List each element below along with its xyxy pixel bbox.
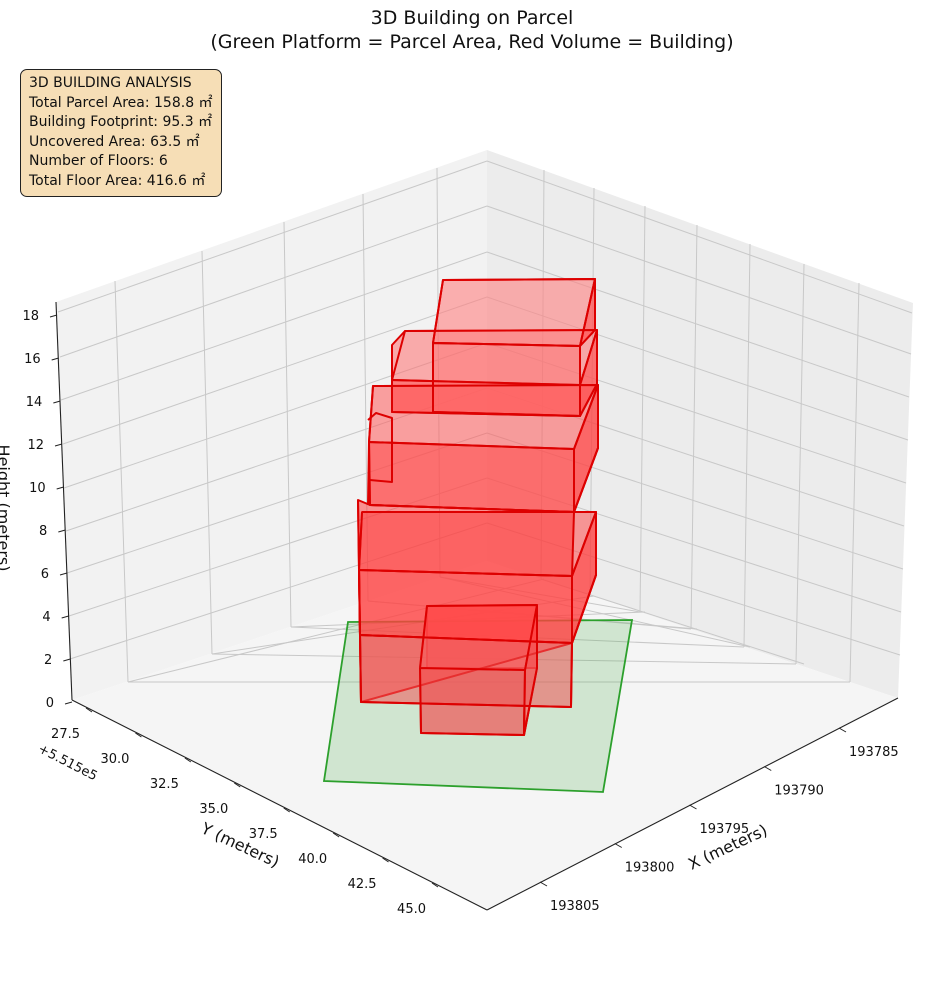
y-axis-line [71,699,488,911]
building-volume [357,278,599,736]
z-tick-label: 8 [39,524,47,539]
z-tick-mark [49,314,58,318]
x-tick-label: 193800 [625,861,675,876]
z-axis-ticks: 0 2 4 6 8 10 12 14 16 18 [22,309,73,711]
y-tick-mark [332,832,340,838]
y-tick-mark [184,757,192,763]
y-tick-mark [431,882,439,888]
x-tick-label: 193805 [550,899,600,914]
z-tick-label: 10 [29,481,46,496]
x-axis-ticks: 193785 193790 193795 193800 193805 [539,727,899,914]
y-tick-label: 45.0 [397,902,426,917]
z-tick-mark [56,486,64,490]
title-line-1: 3D Building on Parcel [370,7,574,29]
x-tick-mark [614,843,622,848]
y-tick-label: 32.5 [150,777,179,792]
z-tick-mark [53,400,61,404]
x-tick-label: 193785 [849,745,899,760]
z-axis-label: Height (meters) [0,445,13,572]
z-tick-label: 12 [27,438,44,453]
x-tick-mark [539,881,548,887]
x-tick-label: 193790 [774,784,824,799]
chart-title: 3D Building on Parcel (Green Platform = … [0,6,944,54]
analysis-info-box: 3D BUILDING ANALYSIS Total Parcel Area: … [20,69,222,197]
z-tick-mark [61,615,69,619]
x-tick-mark [689,804,697,810]
info-uncovered-area: Uncovered Area: 63.5 ㎡ [29,133,200,150]
x-tick-label: 193795 [700,822,750,837]
y-tick-label: 27.5 [51,727,80,742]
y-tick-label: 40.0 [298,852,327,867]
z-tick-mark [54,443,63,447]
info-number-of-floors: Number of Floors: 6 [29,153,168,170]
y-tick-label: 42.5 [348,877,377,892]
z-tick-label: 4 [42,610,50,625]
y-tick-label: 37.5 [249,827,278,842]
floor-pane [72,561,898,910]
z-tick-label: 14 [26,395,43,410]
building-block-4 [391,329,598,417]
y-tick-mark [234,782,241,788]
y-tick-label: 35.0 [199,802,228,817]
y-offset-label: +5.515e5 [35,742,99,785]
x-axis-line [486,697,899,911]
axis-lines [55,301,899,911]
z-tick-mark [63,658,71,662]
z-tick-mark [64,701,73,705]
z-tick-mark [51,357,59,361]
y-tick-label: 30.0 [100,752,129,767]
info-heading: 3D BUILDING ANALYSIS [29,75,192,91]
z-tick-label: 2 [44,653,52,668]
y-tick-mark [135,732,142,738]
z-tick-label: 6 [41,567,49,582]
z-tick-label: 16 [24,352,41,367]
info-building-footprint: Building Footprint: 95.3 ㎡ [29,114,213,131]
z-tick-label: 0 [46,696,54,711]
title-line-2: (Green Platform = Parcel Area, Red Volum… [210,31,734,53]
building-block-5 [432,278,596,417]
info-parcel-area: Total Parcel Area: 158.8 ㎡ [29,94,213,111]
building-edges [357,278,599,736]
info-total-floor-area: Total Floor Area: 416.6 ㎡ [29,172,206,189]
y-tick-mark [283,807,290,813]
z-tick-mark [58,529,66,533]
z-axis-line [55,301,73,701]
x-tick-mark [764,766,772,771]
y-tick-mark [382,857,389,863]
z-tick-label: 18 [22,309,39,324]
z-tick-mark [59,572,68,576]
y-tick-mark [85,707,93,713]
x-tick-mark [838,727,847,733]
y-axis-ticks: 27.5 30.0 32.5 35.0 37.5 40.0 42.5 45.0 [51,707,439,917]
